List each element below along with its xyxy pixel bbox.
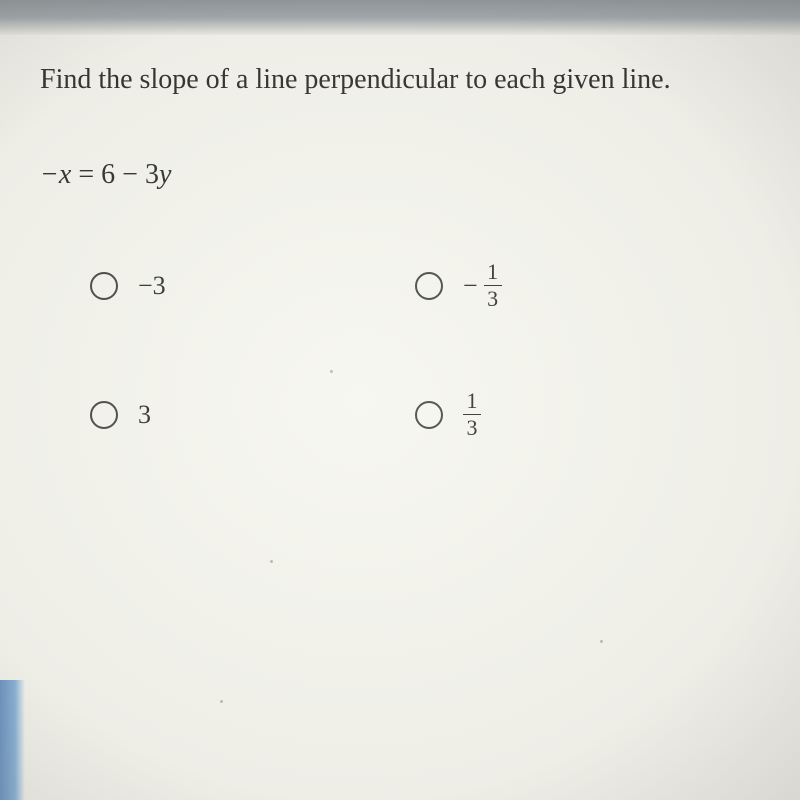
question-container: Find the slope of a line perpendicular t… [0, 0, 800, 479]
eq-equals: = [71, 159, 101, 190]
option-d-denominator: 3 [463, 414, 481, 439]
eq-rhs-6: 6 [101, 159, 115, 190]
dust-speck [330, 370, 333, 373]
radio-icon [415, 272, 443, 300]
screen-left-edge [0, 680, 25, 800]
dust-speck [600, 640, 603, 643]
option-c-label: 3 [138, 400, 151, 430]
eq-rhs-3: 3 [145, 159, 159, 190]
fraction-icon: 1 3 [484, 261, 502, 310]
dust-speck [270, 560, 273, 563]
option-b-neg: − [463, 271, 478, 301]
option-d-label: 1 3 [463, 390, 481, 439]
option-a[interactable]: −3 [90, 261, 355, 310]
dust-speck [220, 700, 223, 703]
option-d[interactable]: 1 3 [415, 390, 680, 439]
fraction-icon: 1 3 [463, 390, 481, 439]
eq-minus: − [115, 159, 145, 190]
option-c[interactable]: 3 [90, 390, 355, 439]
radio-icon [90, 272, 118, 300]
eq-rhs-y: y [159, 159, 171, 190]
equation: −x = 6 − 3y [40, 159, 760, 191]
option-d-numerator: 1 [467, 390, 478, 414]
option-b-label: − 1 3 [463, 261, 502, 310]
eq-lhs-var: x [59, 159, 71, 190]
radio-icon [415, 401, 443, 429]
options-grid: −3 − 1 3 3 1 3 [40, 261, 760, 439]
option-b[interactable]: − 1 3 [415, 261, 680, 310]
radio-icon [90, 401, 118, 429]
question-prompt: Find the slope of a line perpendicular t… [40, 60, 760, 99]
option-a-label: −3 [138, 271, 166, 301]
option-b-denominator: 3 [484, 285, 502, 310]
eq-neg: − [40, 159, 59, 190]
option-b-numerator: 1 [487, 261, 498, 285]
